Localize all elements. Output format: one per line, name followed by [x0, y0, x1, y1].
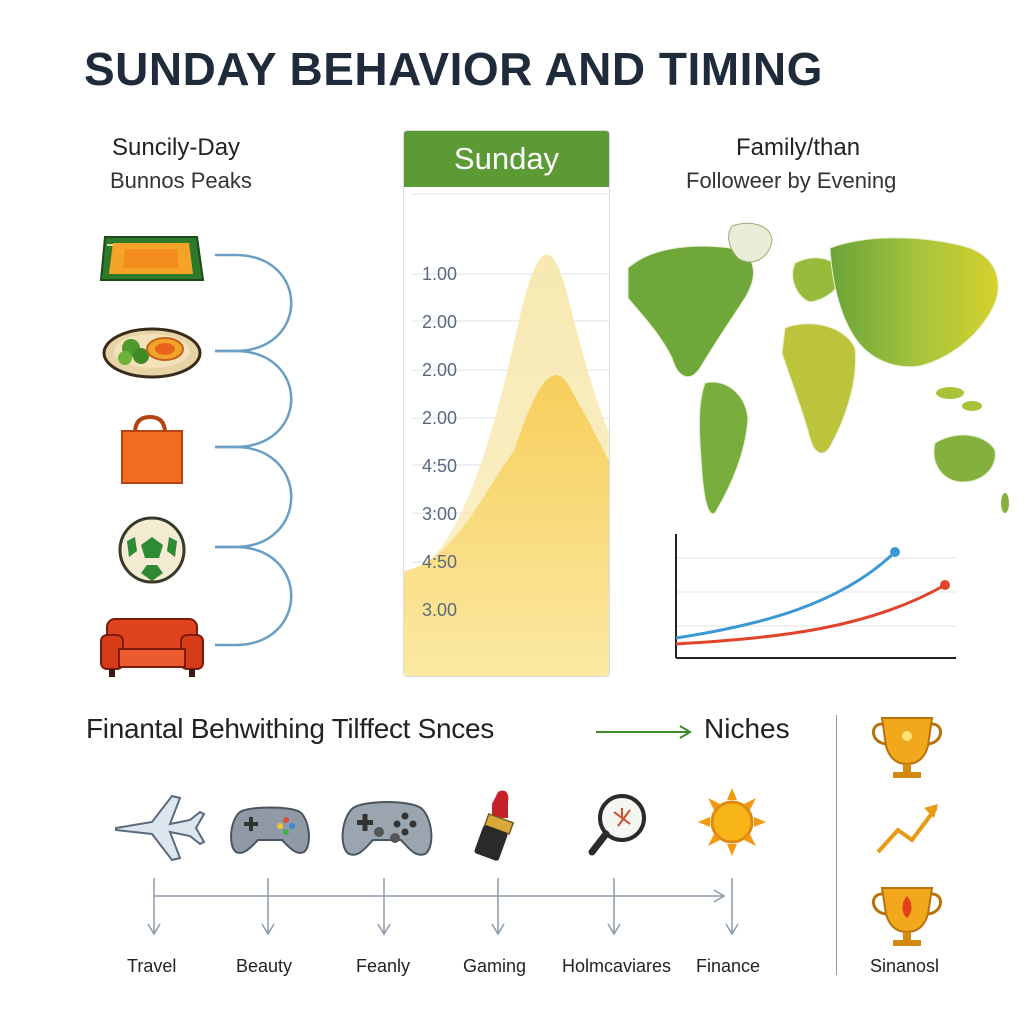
red-trend-endpoint — [940, 580, 950, 590]
red-trend-line — [675, 583, 946, 646]
niches-heading: Finantal Behwithing Tilffect Snces — [86, 713, 494, 744]
left-panel-subtitle: Bunnos Peaks — [110, 168, 252, 193]
lipstick-icon — [474, 790, 515, 861]
y-tick-label: 4:50 — [422, 456, 458, 476]
sunday-panel: Sunday 1.00 2.00 2.00 2.00 — [403, 130, 610, 677]
left-icon-column — [99, 236, 293, 677]
blue-trend-line — [675, 550, 897, 640]
page-title: SUNDAY BEHAVIOR AND TIMING — [84, 43, 823, 95]
right-panel-title: Family/than — [736, 134, 861, 161]
category-label-beauty: Beauty — [236, 956, 293, 976]
airplane-icon — [115, 794, 206, 862]
y-tick-label: 2.00 — [422, 360, 458, 380]
right-panel-subtitle: Followeer by Evening — [686, 168, 897, 193]
growth-line-chart — [675, 534, 956, 659]
left-panel-title: Suncily-Day — [112, 134, 241, 161]
rug-icon — [99, 236, 205, 281]
gamepad-icon — [230, 806, 310, 854]
connector-curve — [215, 349, 293, 449]
niches-label: Niches — [704, 713, 790, 744]
connector-curve — [215, 253, 293, 353]
gamepad-icon — [341, 801, 433, 856]
category-label-finance: Finance — [696, 956, 761, 976]
vertical-divider — [836, 715, 837, 975]
category-label-travel: Travel — [127, 956, 177, 976]
connector-curve — [215, 545, 293, 647]
food-plate-icon — [102, 327, 202, 379]
sofa-icon — [100, 618, 204, 677]
category-timeline — [147, 878, 739, 936]
sunday-area-chart — [404, 193, 609, 676]
y-tick-label: 1.00 — [422, 264, 458, 284]
y-tick-label: 4:50 — [422, 552, 458, 572]
blue-trend-endpoint — [890, 547, 900, 557]
category-label-feanly: Feanly — [356, 956, 411, 976]
category-label-holmcaviares: Holmcaviares — [562, 956, 672, 976]
shopping-bag-icon — [121, 414, 183, 484]
y-tick-label: 2.00 — [422, 312, 458, 332]
peak-area-dark — [404, 375, 609, 676]
y-tick-label: 2.00 — [422, 408, 458, 428]
arrow-right-icon — [596, 725, 692, 739]
trophy-icon — [872, 717, 942, 778]
magnifier-icon — [588, 794, 646, 856]
side-label: Sinanosl — [870, 956, 940, 976]
world-map-icon — [627, 222, 1009, 515]
sunday-header: Sunday — [404, 131, 609, 187]
sun-icon — [698, 788, 766, 856]
y-tick-label: 3:00 — [422, 504, 458, 524]
connector-curve — [215, 445, 293, 549]
category-label-gaming: Gaming — [463, 956, 527, 976]
growth-arrow-icon — [876, 804, 938, 854]
trophy-icon — [872, 887, 942, 946]
side-icons-column — [872, 717, 942, 946]
y-tick-label: 3.00 — [422, 600, 458, 620]
category-icons-row — [115, 788, 766, 862]
soccer-ball-icon — [118, 516, 186, 584]
